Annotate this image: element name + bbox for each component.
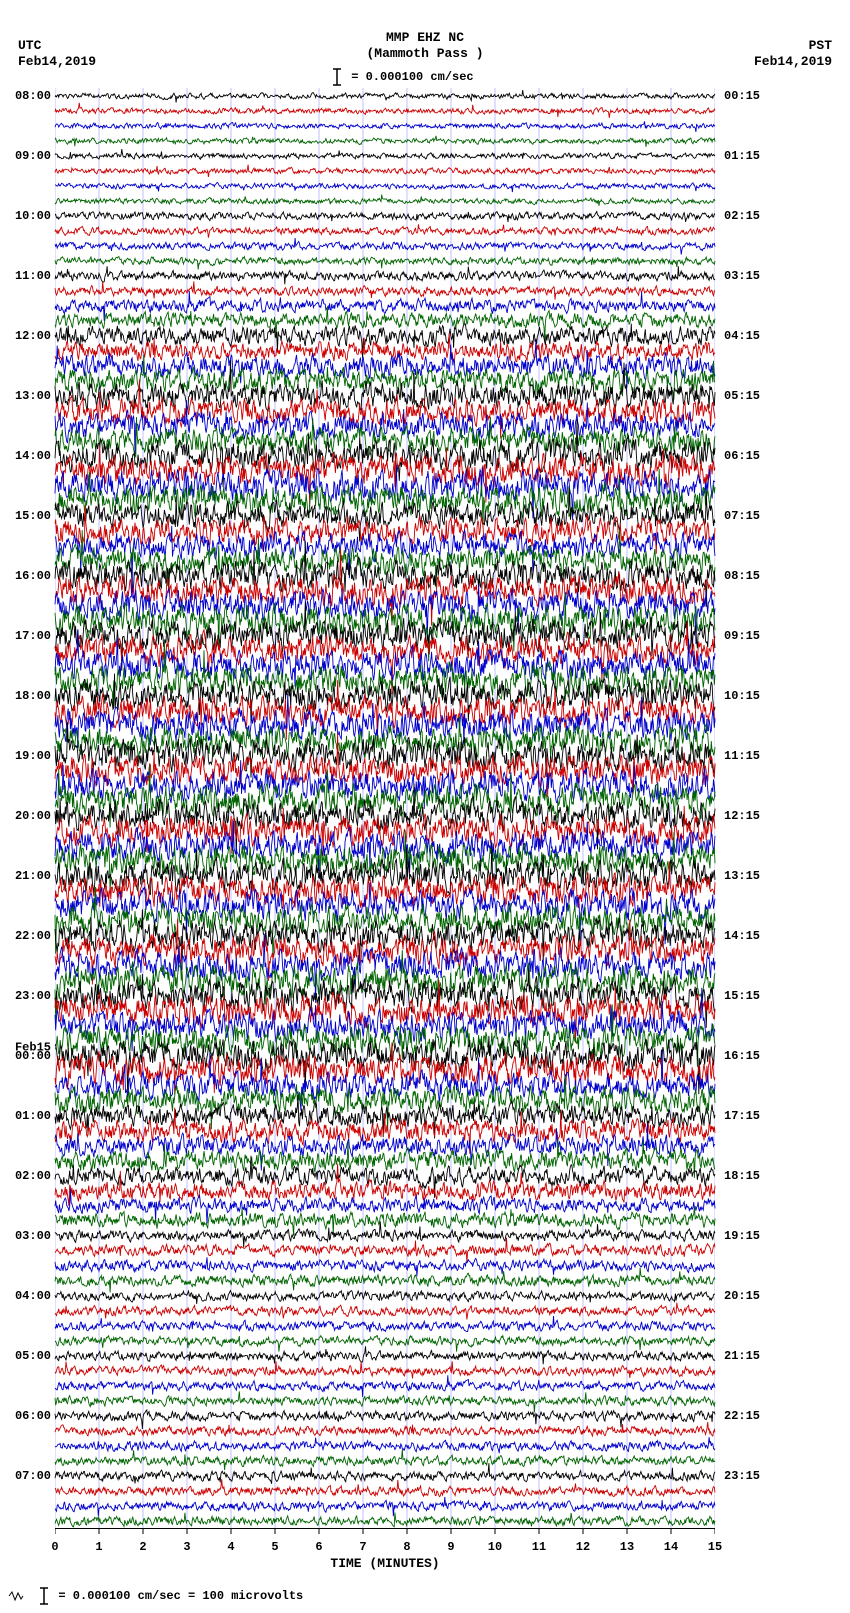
pst-hour-label: 12:15 — [724, 809, 760, 823]
pst-hour-label: 21:15 — [724, 1349, 760, 1363]
utc-hour-label: 04:00 — [15, 1289, 51, 1303]
x-tick-label: 14 — [664, 1540, 678, 1554]
pst-hour-label: 20:15 — [724, 1289, 760, 1303]
station-code: MMP EHZ NC — [0, 30, 850, 46]
utc-hour-label: 15:00 — [15, 509, 51, 523]
pst-hour-label: 23:15 — [724, 1469, 760, 1483]
tz-right-block: PST Feb14,2019 — [754, 38, 832, 69]
utc-hour-label: 21:00 — [15, 869, 51, 883]
station-name: (Mammoth Pass ) — [0, 46, 850, 62]
utc-hour-label: 20:00 — [15, 809, 51, 823]
x-tick-label: 0 — [51, 1540, 58, 1554]
utc-hour-label: 12:00 — [15, 329, 51, 343]
x-tick-label: 7 — [359, 1540, 366, 1554]
pst-hour-label: 13:15 — [724, 869, 760, 883]
utc-hour-label: 10:00 — [15, 209, 51, 223]
x-tick-label: 2 — [139, 1540, 146, 1554]
x-axis-label: TIME (MINUTES) — [55, 1556, 715, 1571]
left-hour-labels: 08:00 09:00 10:00 11:00 12:00 13:00 14:00 15:00… — [0, 88, 55, 1528]
x-tick-label: 11 — [532, 1540, 546, 1554]
seismogram-page: UTC Feb14,2019 MMP EHZ NC (Mammoth Pass … — [0, 0, 850, 1613]
pst-hour-label: 04:15 — [724, 329, 760, 343]
pst-hour-label: 01:15 — [724, 149, 760, 163]
pst-hour-label: 19:15 — [724, 1229, 760, 1243]
x-axis: 0123456789101112131415 TIME (MINUTES) — [55, 1528, 715, 1578]
x-tick-label: 5 — [271, 1540, 278, 1554]
right-hour-labels: 00:15 01:15 02:15 03:15 04:15 05:15 06:15 07:15… — [720, 88, 850, 1528]
footer-scale: = 0.000100 cm/sec = 100 microvolts — [8, 1587, 303, 1605]
pst-hour-label: 22:15 — [724, 1409, 760, 1423]
scale-bar: = 0.000100 cm/sec — [330, 68, 474, 86]
pst-hour-label: 10:15 — [724, 689, 760, 703]
x-tick-label: 4 — [227, 1540, 234, 1554]
tz-right-name: PST — [754, 38, 832, 54]
x-tick-label: 12 — [576, 1540, 590, 1554]
utc-hour-label: 02:00 — [15, 1169, 51, 1183]
scale-bar-label: = 0.000100 cm/sec — [351, 70, 473, 84]
utc-hour-label: 14:00 — [15, 449, 51, 463]
utc-hour-label: 01:00 — [15, 1109, 51, 1123]
pst-hour-label: 02:15 — [724, 209, 760, 223]
utc-hour-label: 22:00 — [15, 929, 51, 943]
day-rollover-label: Feb15 — [15, 1041, 51, 1053]
pst-hour-label: 17:15 — [724, 1109, 760, 1123]
utc-hour-label: 03:00 — [15, 1229, 51, 1243]
pst-hour-label: 18:15 — [724, 1169, 760, 1183]
utc-hour-label: 06:00 — [15, 1409, 51, 1423]
x-tick-label: 3 — [183, 1540, 190, 1554]
utc-hour-label: 05:00 — [15, 1349, 51, 1363]
pst-hour-label: 03:15 — [724, 269, 760, 283]
pst-hour-label: 16:15 — [724, 1049, 760, 1063]
seismogram-plot — [55, 88, 715, 1528]
pst-hour-label: 06:15 — [724, 449, 760, 463]
pst-hour-label: 14:15 — [724, 929, 760, 943]
pst-hour-label: 11:15 — [724, 749, 760, 763]
footer-text: = 0.000100 cm/sec = 100 microvolts — [58, 1589, 303, 1603]
utc-hour-label: 11:00 — [15, 269, 51, 283]
pst-hour-label: 09:15 — [724, 629, 760, 643]
utc-hour-label: 19:00 — [15, 749, 51, 763]
utc-hour-label: 23:00 — [15, 989, 51, 1003]
pst-hour-label: 05:15 — [724, 389, 760, 403]
header-block: MMP EHZ NC (Mammoth Pass ) — [0, 30, 850, 61]
tz-right-date: Feb14,2019 — [754, 54, 832, 70]
x-tick-label: 13 — [620, 1540, 634, 1554]
x-tick-label: 1 — [95, 1540, 102, 1554]
utc-hour-label: 07:00 — [15, 1469, 51, 1483]
x-tick-label: 10 — [488, 1540, 502, 1554]
pst-hour-label: 15:15 — [724, 989, 760, 1003]
pst-hour-label: 08:15 — [724, 569, 760, 583]
utc-hour-label: 17:00 — [15, 629, 51, 643]
x-tick-label: 15 — [708, 1540, 722, 1554]
x-tick-label: 6 — [315, 1540, 322, 1554]
pst-hour-label: 07:15 — [724, 509, 760, 523]
utc-hour-label: 16:00 — [15, 569, 51, 583]
utc-hour-label: 18:00 — [15, 689, 51, 703]
pst-hour-label: 00:15 — [724, 89, 760, 103]
utc-hour-label: 13:00 — [15, 389, 51, 403]
x-tick-label: 9 — [447, 1540, 454, 1554]
x-tick-label: 8 — [403, 1540, 410, 1554]
utc-hour-label: 08:00 — [15, 89, 51, 103]
utc-hour-label: 09:00 — [15, 149, 51, 163]
